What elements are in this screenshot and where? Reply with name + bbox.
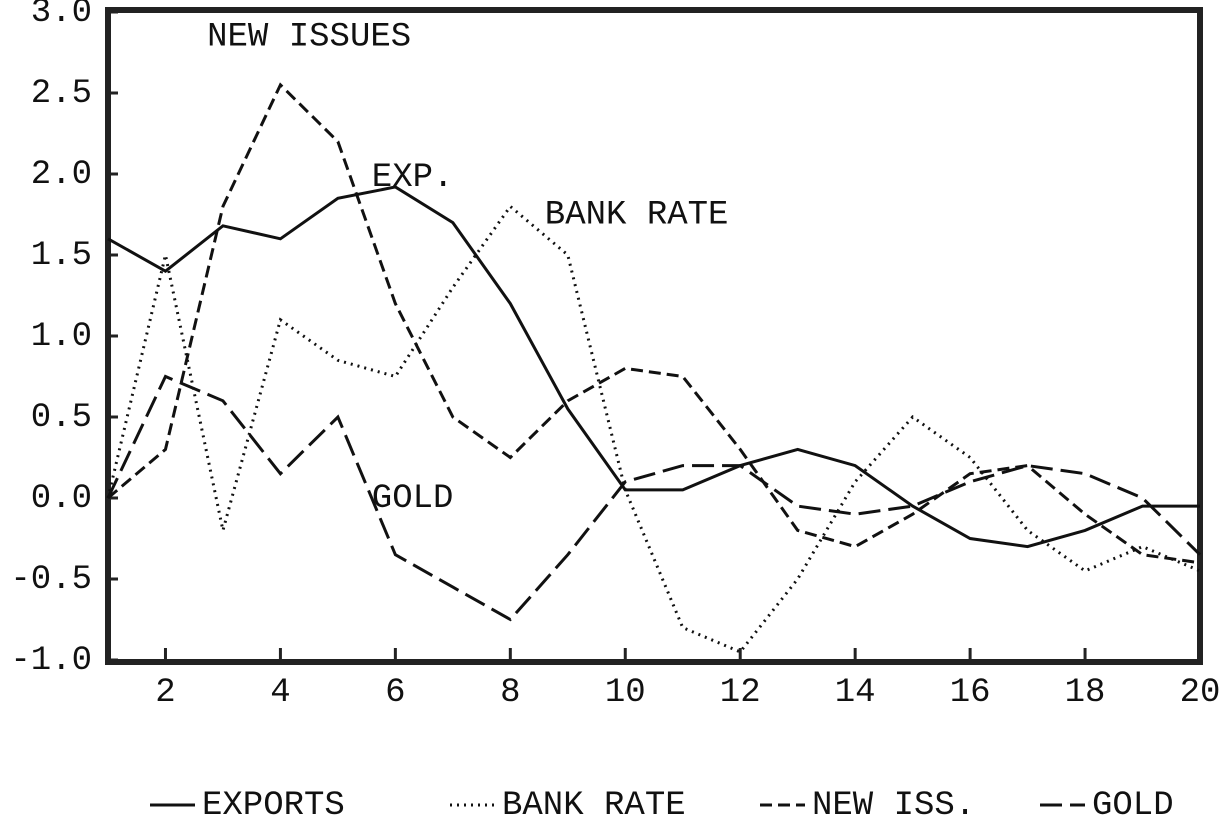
legend-label: GOLD bbox=[1092, 787, 1174, 825]
annotation: BANK RATE bbox=[545, 196, 729, 234]
legend-label: EXPORTS bbox=[202, 787, 345, 825]
y-tick-label: 2.0 bbox=[31, 156, 92, 194]
annotation: GOLD bbox=[372, 480, 454, 518]
series-line bbox=[106, 374, 1202, 622]
x-tick-label: 16 bbox=[950, 674, 991, 712]
y-tick-label: -0.5 bbox=[10, 561, 92, 599]
plot-frame bbox=[105, 7, 1203, 665]
annotation: EXP. bbox=[372, 159, 454, 197]
y-tick-label: 1.0 bbox=[31, 318, 92, 356]
x-tick-label: 2 bbox=[155, 674, 175, 712]
x-tick-label: 10 bbox=[605, 674, 646, 712]
series-line bbox=[107, 185, 1200, 549]
y-tick-label: 0.5 bbox=[31, 399, 92, 437]
y-tick-label: -1.0 bbox=[10, 642, 92, 680]
y-tick-label: 1.5 bbox=[31, 237, 92, 275]
x-tick-label: 12 bbox=[720, 674, 761, 712]
legend-label: BANK RATE bbox=[502, 787, 686, 825]
legend-label: NEW ISS. bbox=[812, 787, 975, 825]
x-tick-label: 6 bbox=[385, 674, 405, 712]
x-tick-label: 20 bbox=[1180, 674, 1221, 712]
x-tick-label: 14 bbox=[835, 674, 876, 712]
annotation: NEW ISSUES bbox=[207, 18, 411, 56]
x-tick-label: 8 bbox=[500, 674, 520, 712]
x-tick-label: 18 bbox=[1065, 674, 1106, 712]
y-tick-label: 2.5 bbox=[31, 75, 92, 113]
series-line bbox=[106, 204, 1201, 654]
x-tick-label: 4 bbox=[270, 674, 290, 712]
y-tick-label: 3.0 bbox=[31, 0, 92, 32]
y-tick-label: 0.0 bbox=[31, 480, 92, 518]
